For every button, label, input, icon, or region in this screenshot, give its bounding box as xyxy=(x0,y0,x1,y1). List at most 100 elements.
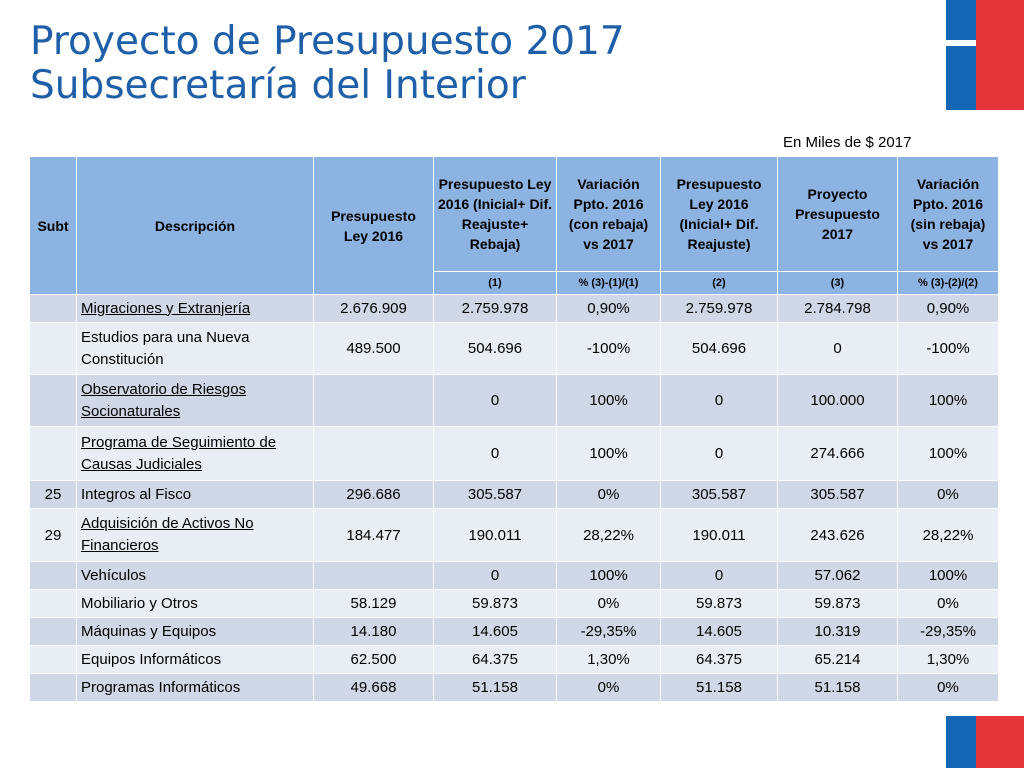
cell-c6: 100% xyxy=(897,561,999,590)
cell-descripcion: Vehículos xyxy=(76,561,314,590)
header-descripcion: Descripción xyxy=(76,156,314,295)
subheader-variacion-1: % (3)-(1)/(1) xyxy=(556,271,661,295)
cell-c4: 504.696 xyxy=(660,322,778,375)
budget-table: Subt Descripción Presupuesto Ley 2016 Pr… xyxy=(29,156,999,702)
cell-subt xyxy=(29,561,77,590)
cell-subt: 25 xyxy=(29,480,77,509)
header-presupuesto-ley-2016: Presupuesto Ley 2016 xyxy=(313,156,434,295)
descripcion-text: Programas Informáticos xyxy=(81,678,241,696)
cell-c5: 2.784.798 xyxy=(777,294,898,323)
cell-c5: 65.214 xyxy=(777,645,898,674)
cell-c6: 100% xyxy=(897,426,999,481)
cell-c3: 0% xyxy=(556,480,661,509)
cell-c1: 296.686 xyxy=(313,480,434,509)
descripcion-text: Máquinas y Equipos xyxy=(81,622,217,640)
cell-c1: 58.129 xyxy=(313,589,434,618)
cell-descripcion: Migraciones y Extranjería xyxy=(76,294,314,323)
cell-c6: 0% xyxy=(897,673,999,702)
cell-c2: 64.375 xyxy=(433,645,557,674)
cell-c6: 0% xyxy=(897,589,999,618)
subheader-3: (3) xyxy=(777,271,898,295)
cell-c3: 100% xyxy=(556,561,661,590)
title-line-2: Subsecretaría del Interior xyxy=(30,63,526,108)
descripcion-text: Observatorio de Riesgos Socionaturales xyxy=(81,380,247,420)
cell-c1: 489.500 xyxy=(313,322,434,375)
cell-c6: 0,90% xyxy=(897,294,999,323)
subheader-1: (1) xyxy=(433,271,557,295)
cell-c2: 51.158 xyxy=(433,673,557,702)
cell-c1: 49.668 xyxy=(313,673,434,702)
units-note: En Miles de $ 2017 xyxy=(783,134,912,151)
cell-c4: 51.158 xyxy=(660,673,778,702)
cell-c5: 10.319 xyxy=(777,617,898,646)
cell-c4: 59.873 xyxy=(660,589,778,618)
descripcion-text: Programa de Seguimiento de Causas Judici… xyxy=(81,433,277,473)
cell-c4: 305.587 xyxy=(660,480,778,509)
cell-c4: 0 xyxy=(660,426,778,481)
cell-c6: 1,30% xyxy=(897,645,999,674)
cell-c5: 0 xyxy=(777,322,898,375)
subheader-variacion-2: % (3)-(2)/(2) xyxy=(897,271,999,295)
cell-c2: 0 xyxy=(433,426,557,481)
table-row: Máquinas y Equipos 14.180 14.605 -29,35% 14.… xyxy=(29,617,999,646)
cell-subt xyxy=(29,645,77,674)
cell-c4: 2.759.978 xyxy=(660,294,778,323)
cell-c3: 1,30% xyxy=(556,645,661,674)
cell-c3: -100% xyxy=(556,322,661,375)
cell-c1: 62.500 xyxy=(313,645,434,674)
cell-c2: 14.605 xyxy=(433,617,557,646)
table-row: Mobiliario y Otros 58.129 59.873 0% 59.873 59… xyxy=(29,589,999,618)
descripcion-text: Equipos Informáticos xyxy=(81,650,222,668)
cell-c6: -100% xyxy=(897,322,999,375)
cell-subt xyxy=(29,322,77,375)
cell-c2: 0 xyxy=(433,561,557,590)
cell-c4: 14.605 xyxy=(660,617,778,646)
cell-c1: 184.477 xyxy=(313,508,434,562)
table-row: Observatorio de Riesgos Socionaturales 0 1… xyxy=(29,374,999,427)
cell-c2: 2.759.978 xyxy=(433,294,557,323)
header-presupuesto-sin-rebaja: Presupuesto Ley 2016 (Inicial+ Dif. Reaj… xyxy=(660,156,778,272)
cell-c4: 64.375 xyxy=(660,645,778,674)
descripcion-text: Estudios para una Nueva Constitución xyxy=(81,328,250,368)
table-row: Vehículos 0 100% 0 57.062 100% xyxy=(29,561,999,590)
flag-decoration-bottom xyxy=(946,716,1024,768)
descripcion-text: Migraciones y Extranjería xyxy=(81,299,251,317)
cell-subt xyxy=(29,426,77,481)
cell-subt xyxy=(29,589,77,618)
cell-c6: 0% xyxy=(897,480,999,509)
cell-c2: 305.587 xyxy=(433,480,557,509)
table-row: 25 Integros al Fisco 296.686 305.587 0% 305.5… xyxy=(29,480,999,509)
cell-c5: 243.626 xyxy=(777,508,898,562)
cell-c1 xyxy=(313,561,434,590)
cell-c5: 100.000 xyxy=(777,374,898,427)
cell-c2: 504.696 xyxy=(433,322,557,375)
descripcion-text: Vehículos xyxy=(81,566,147,584)
table-row: Estudios para una Nueva Constitución 489.… xyxy=(29,322,999,375)
cell-c5: 274.666 xyxy=(777,426,898,481)
cell-c4: 0 xyxy=(660,374,778,427)
cell-c3: -29,35% xyxy=(556,617,661,646)
cell-descripcion: Observatorio de Riesgos Socionaturales xyxy=(76,374,314,427)
header-presupuesto-con-rebaja: Presupuesto Ley 2016 (Inicial+ Dif. Reaj… xyxy=(433,156,557,272)
subheader-2: (2) xyxy=(660,271,778,295)
slide-title: Proyecto de Presupuesto 2017 Subsecretar… xyxy=(30,20,890,108)
cell-descripcion: Adquisición de Activos No Financieros xyxy=(76,508,314,562)
cell-c5: 59.873 xyxy=(777,589,898,618)
cell-c3: 0% xyxy=(556,589,661,618)
cell-c6: -29,35% xyxy=(897,617,999,646)
descripcion-text: Integros al Fisco xyxy=(81,485,192,503)
header-variacion-sin-rebaja: Variación Ppto. 2016 (sin rebaja) vs 201… xyxy=(897,156,999,272)
cell-descripcion: Mobiliario y Otros xyxy=(76,589,314,618)
descripcion-text: Mobiliario y Otros xyxy=(81,594,198,612)
table-row: Equipos Informáticos 62.500 64.375 1,30% 64.… xyxy=(29,645,999,674)
cell-c5: 57.062 xyxy=(777,561,898,590)
cell-descripcion: Máquinas y Equipos xyxy=(76,617,314,646)
cell-subt xyxy=(29,617,77,646)
cell-c3: 28,22% xyxy=(556,508,661,562)
cell-c3: 100% xyxy=(556,426,661,481)
cell-subt xyxy=(29,374,77,427)
cell-c3: 0,90% xyxy=(556,294,661,323)
header-variacion-con-rebaja: Variación Ppto. 2016 (con rebaja) vs 201… xyxy=(556,156,661,272)
cell-subt: 29 xyxy=(29,508,77,562)
cell-c2: 0 xyxy=(433,374,557,427)
